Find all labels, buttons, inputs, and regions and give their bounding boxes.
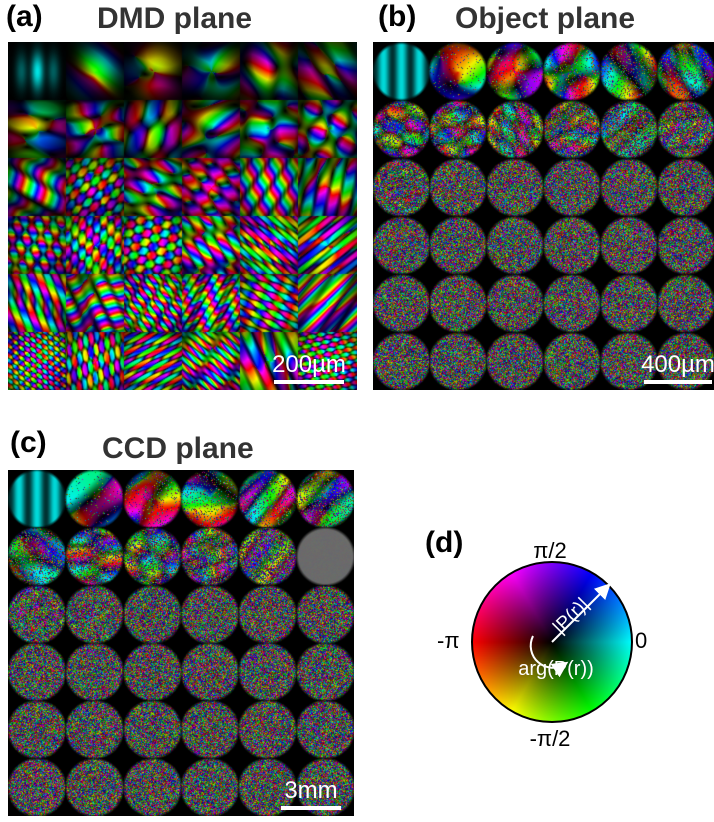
phase-color-wheel: π/2 -π/2 -π 0 |P(r)| arg(P(r))	[437, 538, 647, 750]
wheel-border	[471, 561, 633, 723]
wheel-label-bottom: -π/2	[530, 726, 571, 750]
scalebar-a-label: 200µm	[272, 351, 346, 378]
wheel-label-left: -π	[437, 628, 460, 653]
phase-label: arg(P(r))	[518, 658, 594, 680]
scalebar-b-bar	[644, 380, 712, 384]
panel-c-title: CCD plane	[102, 432, 254, 465]
wheel-label-top: π/2	[533, 538, 567, 563]
dmd-plane-image: 200µm	[8, 42, 357, 390]
scalebar-b-label: 400µm	[641, 351, 714, 378]
panel-c-label: (c)	[10, 426, 47, 459]
panel-d-label: (d)	[425, 526, 464, 559]
panel-a-label: (a)	[6, 0, 43, 33]
scalebar-c-label: 3mm	[284, 777, 338, 804]
scalebar-c-bar	[281, 806, 341, 810]
phase-arrow	[529, 635, 569, 678]
panel-b-label: (b)	[378, 0, 417, 33]
scalebar-b: 400µm	[636, 353, 714, 384]
wheel-label-right: 0	[635, 628, 647, 653]
ccd-plane-image: 3mm	[8, 470, 354, 816]
magnitude-label: |P(r)|	[549, 594, 593, 638]
scalebar-a: 200µm	[267, 353, 351, 384]
scalebar-c: 3mm	[276, 779, 346, 810]
panel-a-title: DMD plane	[97, 2, 253, 35]
scalebar-a-bar	[274, 380, 344, 384]
magnitude-arrow	[551, 583, 611, 643]
panel-b-title: Object plane	[455, 2, 636, 35]
object-plane-image: 400µm	[373, 42, 714, 390]
